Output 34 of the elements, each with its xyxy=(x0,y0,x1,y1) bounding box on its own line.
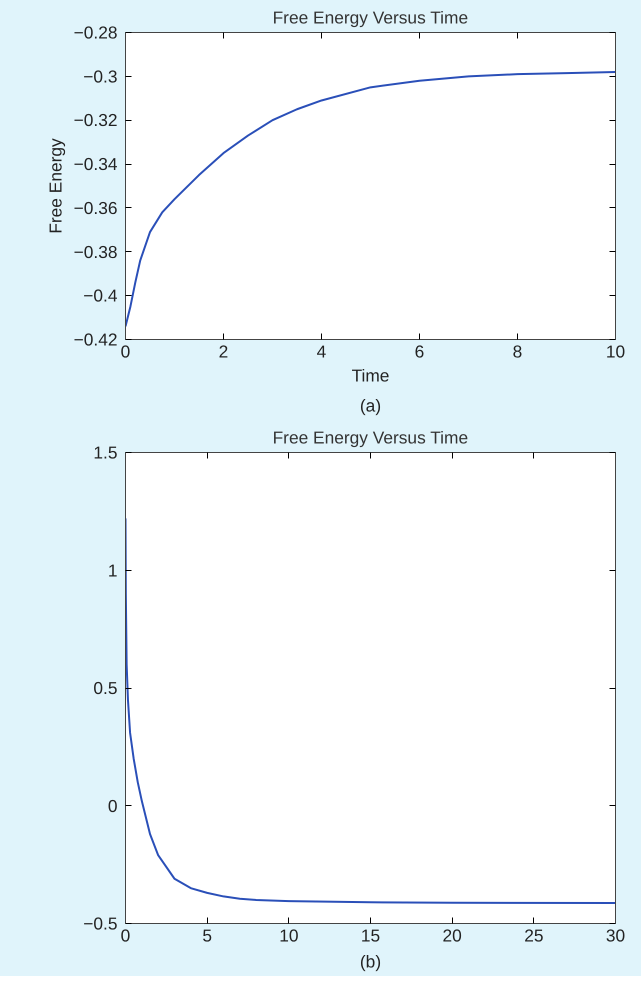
y-tick-label: −0.32 xyxy=(74,110,118,130)
x-tick-label: 25 xyxy=(524,926,544,946)
y-tick-label: 1 xyxy=(108,560,118,580)
x-tick-label: 15 xyxy=(360,926,380,946)
x-tick-label: 2 xyxy=(218,342,228,362)
y-tick-label: −0.38 xyxy=(74,242,118,262)
x-tick-label: 10 xyxy=(606,342,626,362)
y-tick-label: −0.36 xyxy=(74,198,118,218)
y-tick-label: 0 xyxy=(108,796,118,816)
y-axis-title: Free Energy xyxy=(46,138,66,234)
chart-title: Free Energy Versus Time xyxy=(272,8,468,28)
y-tick-label: 0.5 xyxy=(93,678,118,698)
x-tick-label: 6 xyxy=(414,342,424,362)
x-tick-label: 5 xyxy=(202,926,212,946)
y-tick-label: 1.5 xyxy=(93,442,118,462)
y-tick-label: −0.3 xyxy=(83,66,118,86)
x-tick-label: 10 xyxy=(279,926,298,946)
x-tick-label: 30 xyxy=(606,926,626,946)
x-axis-title: Time xyxy=(352,366,390,386)
chart-title: Free Energy Versus Time xyxy=(272,428,468,448)
y-tick-label: −0.34 xyxy=(74,154,118,174)
line-series xyxy=(126,70,616,328)
x-tick-label: 0 xyxy=(120,342,130,362)
y-tick-label: −0.4 xyxy=(83,286,118,306)
y-tick-label: −0.5 xyxy=(83,914,118,934)
text: (b) xyxy=(360,952,382,972)
text: (a) xyxy=(360,396,382,416)
x-tick-label: 0 xyxy=(120,926,130,946)
x-tick-label: 8 xyxy=(512,342,522,362)
y-tick-label: −0.28 xyxy=(74,22,118,42)
y-tick-label: −0.42 xyxy=(74,330,118,350)
line-series xyxy=(126,517,616,904)
x-tick-label: 4 xyxy=(316,342,327,362)
x-tick-label: 20 xyxy=(442,926,462,946)
